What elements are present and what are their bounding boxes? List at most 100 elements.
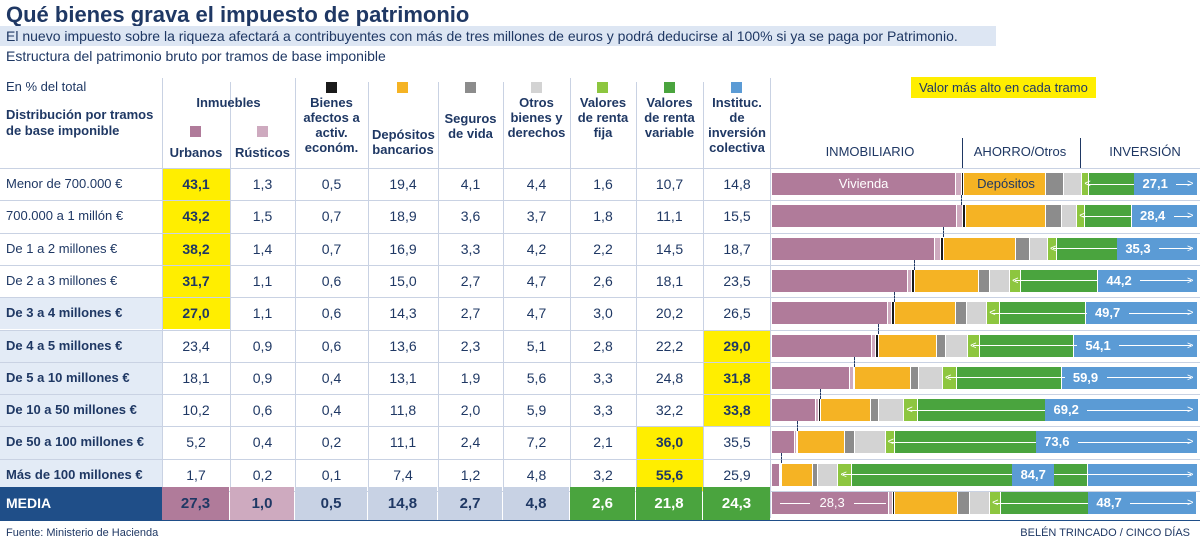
table-cell-colectiva: 18,7 [723, 240, 751, 257]
inversion-value: 54,1 [1077, 334, 1120, 357]
bar-segment-seguros [1045, 205, 1061, 228]
table-cell-renta_variable: 10,7 [655, 176, 684, 192]
bar-separator [940, 237, 942, 260]
bar-separator [954, 302, 956, 325]
connector-line [854, 356, 856, 367]
row-label-bg [0, 426, 162, 459]
table-cell-renta_variable: 18,1 [655, 272, 684, 289]
table-cell-colectiva: 23,5 [723, 272, 751, 289]
inversion-arrowhead-left: < [989, 307, 996, 320]
table-cell-bienes: 0,6 [321, 337, 342, 354]
inversion-arrowhead-right: > [1187, 371, 1194, 384]
table-cell-renta_fija: 1,6 [593, 176, 613, 192]
inversion-arrowhead-right: > [1187, 404, 1194, 417]
legend-swatch-seguros [464, 82, 476, 93]
table-cell-depositos: 13,6 [389, 337, 417, 354]
table-cell-otros: 4,2 [526, 240, 547, 257]
legend-swatch-colectiva [731, 82, 742, 93]
table-cell-depositos: 11,8 [389, 402, 417, 419]
bar-separator [811, 463, 813, 486]
chart-title: Qué bienes grava el impuesto de patrimon… [6, 2, 470, 27]
inversion-arrowhead-left: < [970, 339, 977, 352]
bar-separator [957, 492, 959, 514]
table-cell-rusticos: 1,5 [252, 208, 273, 225]
inversion-arrowhead-left: < [992, 497, 999, 509]
inversion-arrowhead-right: > [1187, 210, 1194, 223]
grid-line [0, 329, 1200, 331]
bar-segment-rusticos [848, 366, 853, 389]
bar-segment-depositos [796, 431, 844, 454]
bar-segment-otros [1062, 173, 1082, 195]
connector-line [913, 259, 916, 270]
table-cell-depositos: 18,9 [389, 208, 417, 225]
inversion-arrowhead-right: > [1187, 339, 1194, 352]
table-cell-otros: 3,7 [526, 208, 547, 225]
table-cell-otros: 4,7 [526, 272, 547, 289]
bar-segment-bienes [892, 492, 895, 514]
legend-swatch-renta_fija [597, 82, 608, 93]
inversion-arrowhead-right: > [1187, 497, 1194, 509]
highest-value-highlight [162, 264, 230, 298]
bar-separator [989, 492, 991, 514]
bar-separator [960, 173, 962, 195]
highest-value-highlight [636, 426, 703, 459]
bar-separator [852, 366, 854, 389]
table-cell-colectiva: 15,5 [723, 208, 751, 225]
media-cell-renta_fija: 2,6 [570, 487, 635, 520]
highest-value-highlight [703, 394, 771, 427]
inversion-value: 27,1 [1134, 173, 1177, 195]
bar-separator [854, 431, 856, 454]
table-cell-bienes: 0,1 [321, 466, 342, 483]
table-cell-renta_variable: 22,2 [655, 337, 684, 354]
table-cell-bienes: 0,6 [321, 305, 342, 322]
inversion-arrowhead-right: > [1187, 178, 1194, 190]
section-divider [1080, 138, 1081, 168]
table-cell-colectiva: 33,8 [723, 402, 751, 419]
group-header-inmuebles: Inmuebles [196, 95, 261, 110]
legend-swatch-renta_variable [663, 82, 675, 93]
table-cell-renta_fija: 3,0 [593, 305, 613, 322]
bar-segment-depositos [964, 205, 1046, 228]
bar-segment-otros [918, 366, 942, 389]
bar-label-vivienda: Vivienda [838, 176, 889, 191]
table-cell-seguros: 2,7 [460, 272, 481, 289]
column-header-renta_fija: Valores de renta fija [577, 95, 629, 140]
bar-segment-rusticos [906, 269, 912, 292]
bar-separator [779, 463, 781, 486]
grid-line [636, 82, 637, 487]
table-cell-colectiva: 25,9 [723, 466, 751, 483]
highest-value-highlight [162, 168, 230, 201]
bar-separator [1060, 205, 1062, 228]
inversion-value: 73,6 [1035, 431, 1078, 454]
bar-segment-bienes [891, 302, 894, 325]
bar-separator [910, 366, 912, 389]
table-cell-bienes: 0,2 [321, 434, 342, 451]
row-label: De 3 a 4 millones € [6, 305, 123, 321]
section-label-inmobiliario: INMOBILIARIO [825, 144, 915, 159]
bar-separator [796, 431, 798, 454]
connector-line [819, 388, 822, 399]
row-label: De 5 a 10 millones € [6, 369, 130, 385]
inversion-value: 84,7 [1012, 463, 1055, 486]
bar-separator [817, 463, 819, 486]
bar-separator [955, 173, 957, 195]
bar-segment-depositos [894, 492, 958, 514]
column-header-urbanos: Urbanos [169, 145, 223, 160]
bar-separator [884, 431, 886, 454]
bar-segment-urbanos [772, 205, 956, 228]
bar-separator [1081, 173, 1083, 195]
bar-separator [962, 173, 964, 195]
inversion-arrowhead-left: < [1084, 178, 1091, 190]
table-cell-rusticos: 0,2 [252, 466, 273, 483]
bar-segment-bienes [940, 237, 944, 260]
row-label-bg [0, 361, 162, 395]
bar-separator [967, 334, 969, 357]
table-cell-renta_variable: 11,1 [656, 208, 683, 225]
bar-separator [918, 366, 920, 389]
table-cell-bienes: 0,7 [321, 240, 342, 257]
bar-segment-seguros [977, 269, 990, 292]
bar-separator [875, 334, 877, 357]
table-cell-colectiva: 29,0 [723, 337, 751, 354]
bar-segment-rusticos [888, 492, 893, 514]
bar-segment-renta_fija [1009, 269, 1021, 292]
